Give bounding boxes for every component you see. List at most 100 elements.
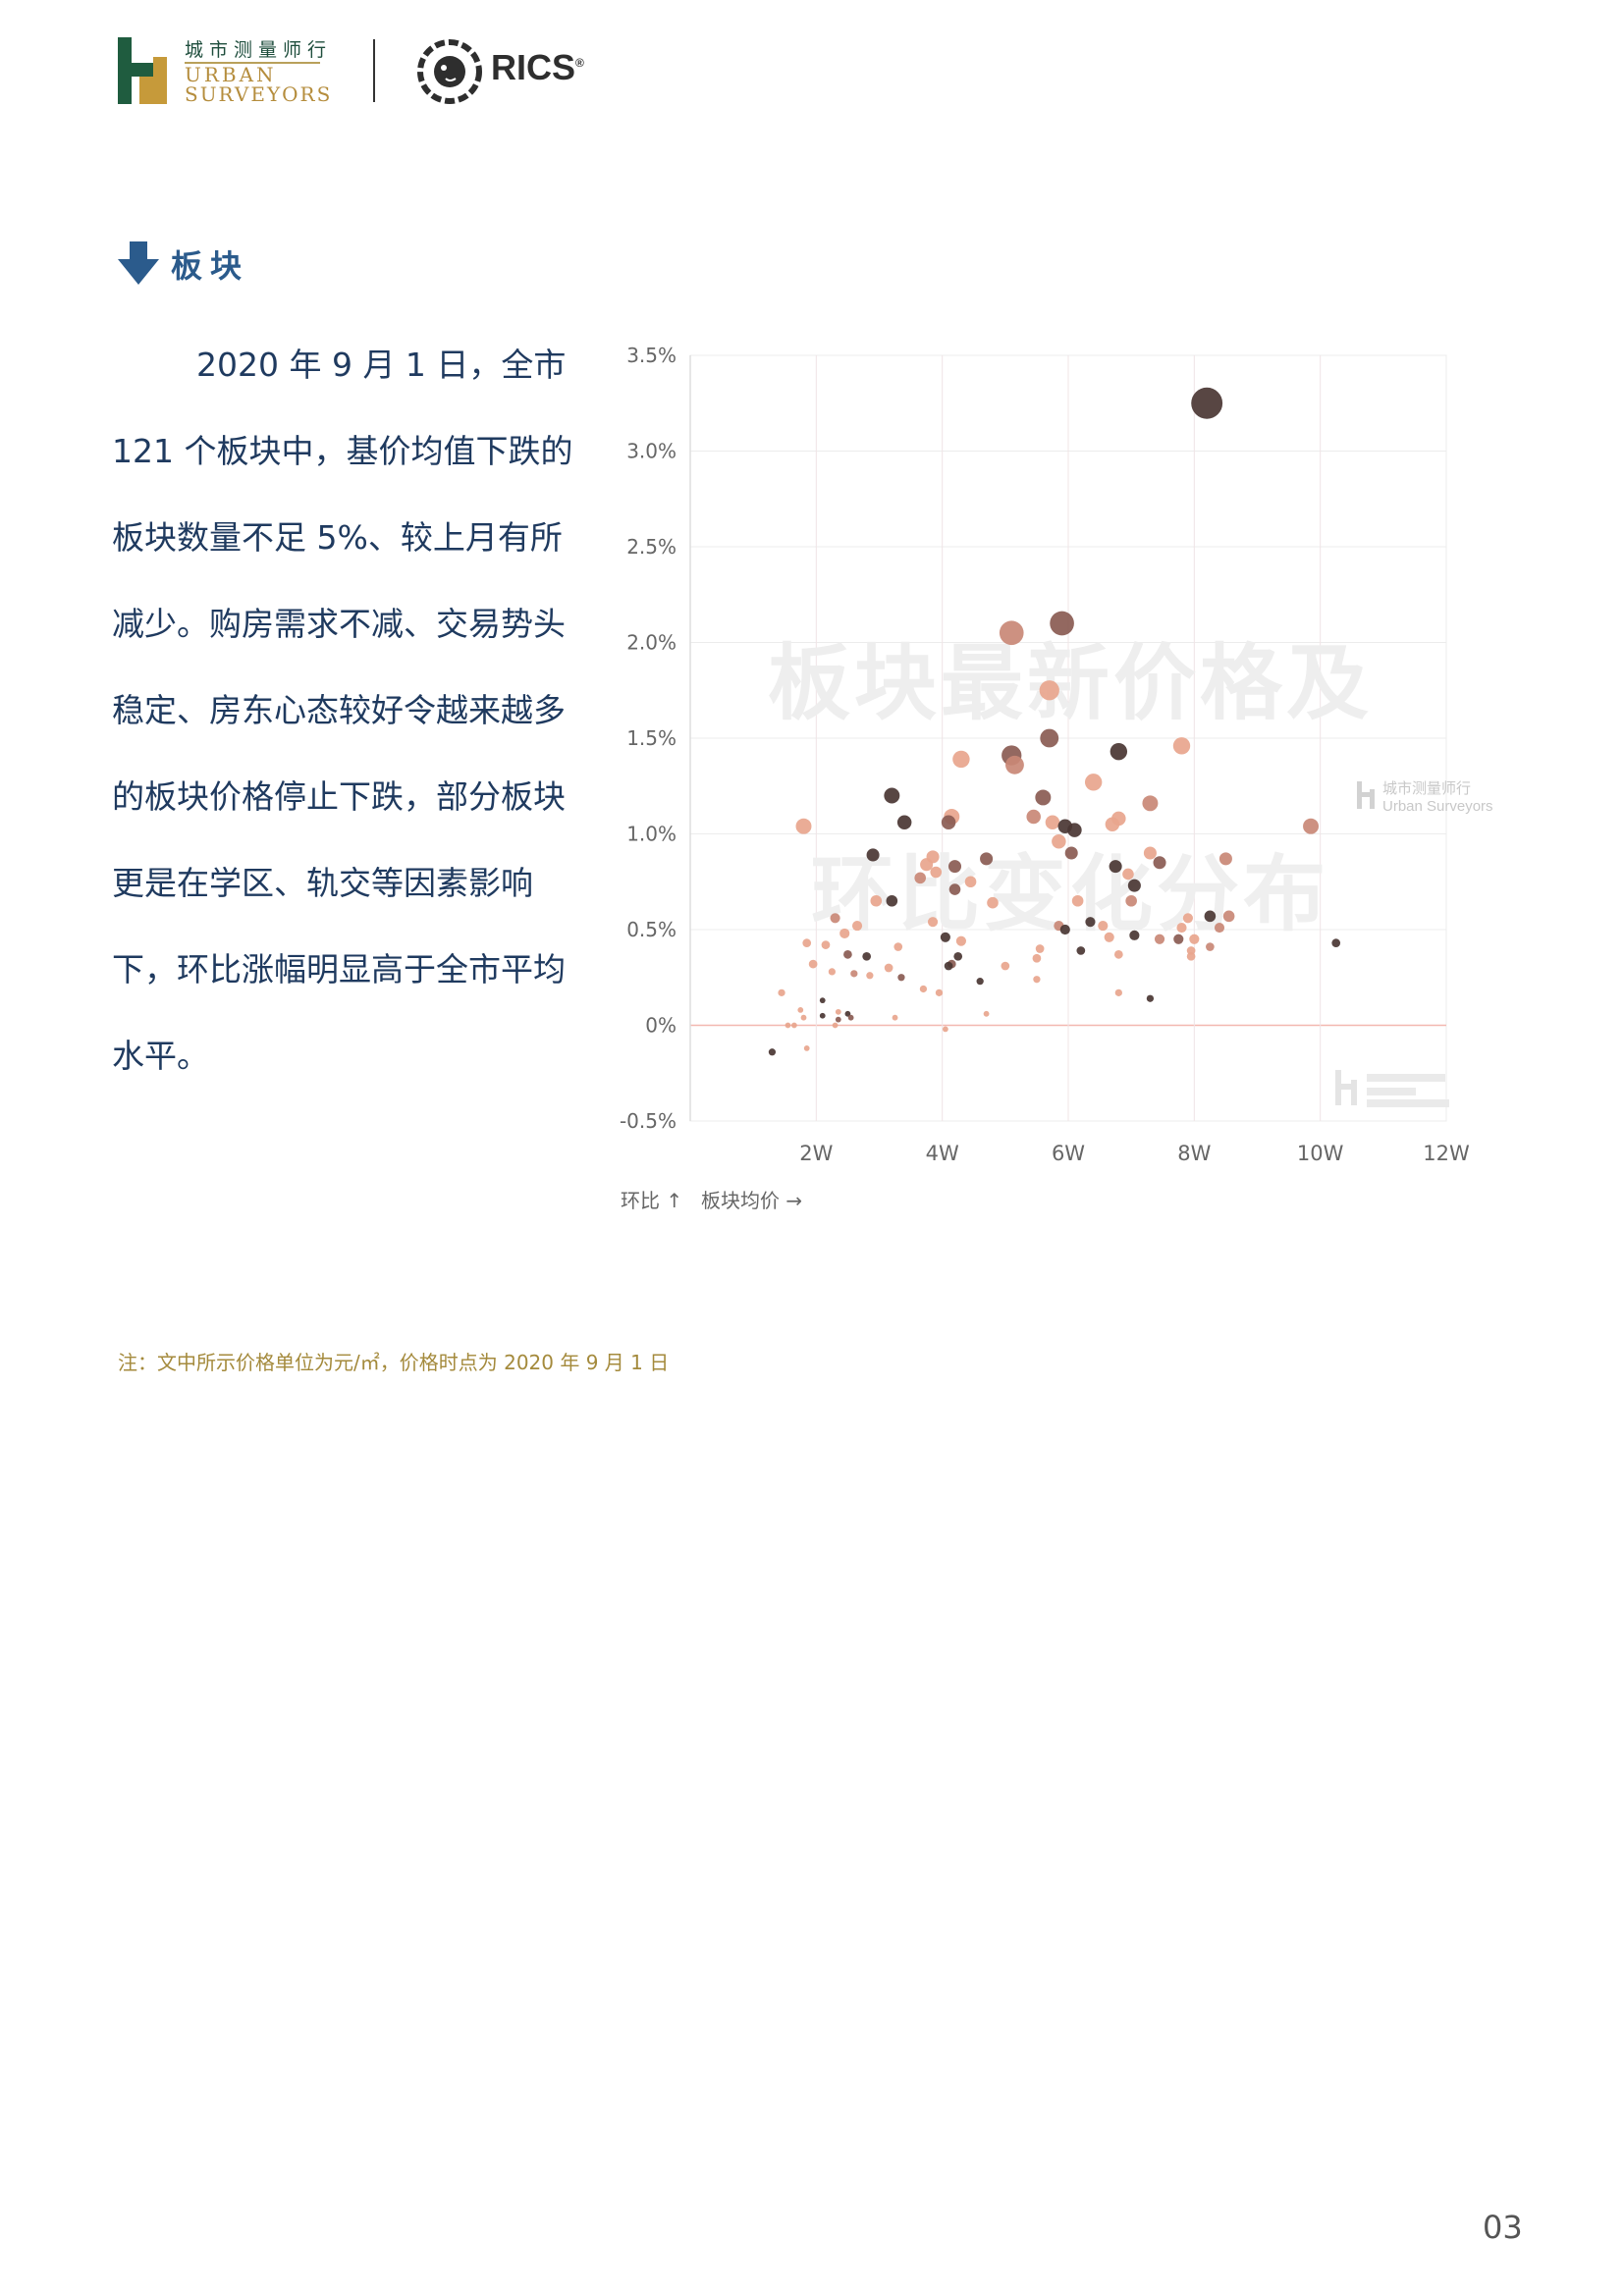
scatter-point xyxy=(919,985,928,993)
scatter-point xyxy=(948,883,961,895)
scatter-point xyxy=(1129,930,1140,940)
paragraph-line: 下，环比涨幅明显高于全市平均 xyxy=(112,950,566,988)
body-paragraph: 2020 年 9 月 1 日，全市 121 个板块中，基价均值下跌的 板块数量不… xyxy=(112,322,573,1099)
rics-registered-mark: ® xyxy=(575,56,584,70)
scatter-point xyxy=(1067,823,1082,837)
scatter-point xyxy=(870,894,883,907)
scatter-point xyxy=(795,818,812,834)
y-tick-label: 2.5% xyxy=(626,535,677,559)
y-tick-label: 3.5% xyxy=(626,344,677,367)
scatter-point xyxy=(802,938,812,948)
header-divider xyxy=(373,39,375,102)
scatter-point xyxy=(1033,976,1041,984)
scatter-point xyxy=(847,1014,854,1021)
scatter-point xyxy=(1104,932,1114,942)
scatter-point xyxy=(1214,922,1225,934)
scatter-point xyxy=(1182,913,1193,924)
chart-grid xyxy=(689,354,1447,1122)
scatter-point xyxy=(1035,944,1045,953)
watermark-title-line1: 板块最新价格及 xyxy=(768,635,1373,731)
scatter-point xyxy=(1206,942,1215,951)
y-tick-label: 1.0% xyxy=(626,823,677,846)
scatter-point xyxy=(819,997,826,1004)
watermark-logo-icon xyxy=(1357,781,1375,809)
x-tick-label: 8W xyxy=(1177,1142,1211,1165)
y-tick-label: 0% xyxy=(645,1014,677,1038)
scatter-point xyxy=(835,1016,841,1023)
rics-text: RICS xyxy=(491,47,576,87)
paragraph-line: 2020 年 9 月 1 日，全市 xyxy=(196,346,567,384)
scatter-point xyxy=(953,951,963,961)
scatter-point xyxy=(866,972,874,980)
price-change-scatter-chart: 板块最新价格及 环比变化分布 城市测量师行 Urban Surveyors -0… xyxy=(620,344,1493,1212)
paragraph-line: 121 个板块中，基价均值下跌的 xyxy=(112,432,573,470)
scatter-point xyxy=(999,620,1024,646)
paragraph-line: 稳定、房东心态较好令越来越多 xyxy=(112,691,566,729)
y-tick-label: 0.5% xyxy=(626,918,677,941)
scatter-point xyxy=(964,876,977,888)
scatter-point xyxy=(800,1014,807,1021)
paragraph-line: 的板块价格停止下跌，部分板块 xyxy=(112,777,566,816)
scatter-point xyxy=(1154,934,1165,944)
scatter-point xyxy=(1204,910,1217,923)
logo-english-line1: URBAN xyxy=(185,63,277,86)
scatter-point xyxy=(930,866,943,879)
scatter-point xyxy=(1125,894,1137,907)
scatter-point xyxy=(844,1010,851,1017)
scatter-point xyxy=(1098,921,1109,932)
chart-axes: -0.5% 0% 0.5% 1.0% 1.5% 2.0% 2.5% 3.0% 3.5% 2W 4W 6… xyxy=(620,344,1470,1165)
scatter-point xyxy=(1032,953,1042,963)
scatter-point xyxy=(1005,755,1024,774)
scatter-point xyxy=(1222,910,1235,923)
scatter-point xyxy=(941,815,956,830)
scatter-point xyxy=(1113,950,1123,959)
x-tick-label: 2W xyxy=(799,1142,833,1165)
scatter-point xyxy=(896,815,912,830)
scatter-point xyxy=(1218,852,1232,866)
scatter-point xyxy=(1172,737,1191,755)
scatter-point xyxy=(1052,834,1066,849)
scatter-point xyxy=(952,750,970,769)
logo-chinese-name: 城市测量师行 xyxy=(185,39,333,61)
scatter-point xyxy=(1143,846,1157,860)
scatter-point xyxy=(1114,988,1122,996)
scatter-point xyxy=(886,894,898,907)
scatter-point xyxy=(1176,922,1187,934)
scatter-point xyxy=(947,860,962,874)
scatter-point xyxy=(851,921,863,932)
scatter-point xyxy=(862,951,872,961)
scatter-point xyxy=(768,1048,777,1056)
axis-titles: 环比 ↑ 板块均价 → xyxy=(621,1189,802,1212)
scatter-point xyxy=(819,1012,826,1019)
scatter-point xyxy=(897,974,905,982)
y-tick-label: 3.0% xyxy=(626,440,677,463)
logo-divider xyxy=(185,62,320,64)
scatter-point xyxy=(1071,894,1084,907)
down-arrow-icon xyxy=(118,241,159,285)
page-number: 03 xyxy=(1483,2209,1523,2246)
x-tick-label: 10W xyxy=(1297,1142,1344,1165)
scatter-point xyxy=(1076,946,1086,955)
scatter-point xyxy=(884,787,900,804)
urban-surveyors-logo-icon xyxy=(118,37,167,104)
scatter-point xyxy=(1186,951,1196,961)
watermark-brand-en: Urban Surveyors xyxy=(1382,798,1493,815)
scatter-point xyxy=(1110,742,1128,761)
section-title: 板块 xyxy=(171,247,250,285)
scatter-point xyxy=(1059,924,1070,935)
scatter-point xyxy=(884,963,893,973)
scatter-point xyxy=(1191,387,1223,419)
logo-english-line2: SURVEYORS xyxy=(185,82,333,106)
scatter-point xyxy=(1035,789,1052,806)
scatter-point xyxy=(1189,934,1200,944)
x-axis-title: 板块均价 → xyxy=(701,1189,802,1212)
scatter-point xyxy=(920,858,934,872)
watermark-brand: 城市测量师行 Urban Surveyors xyxy=(1357,779,1493,815)
scatter-point xyxy=(1050,611,1074,636)
scatter-point xyxy=(808,959,818,969)
scatter-point xyxy=(835,1008,841,1015)
paragraph-line: 水平。 xyxy=(112,1037,209,1075)
x-tick-label: 6W xyxy=(1052,1142,1085,1165)
scatter-point xyxy=(976,978,984,986)
scatter-point xyxy=(983,1010,990,1017)
